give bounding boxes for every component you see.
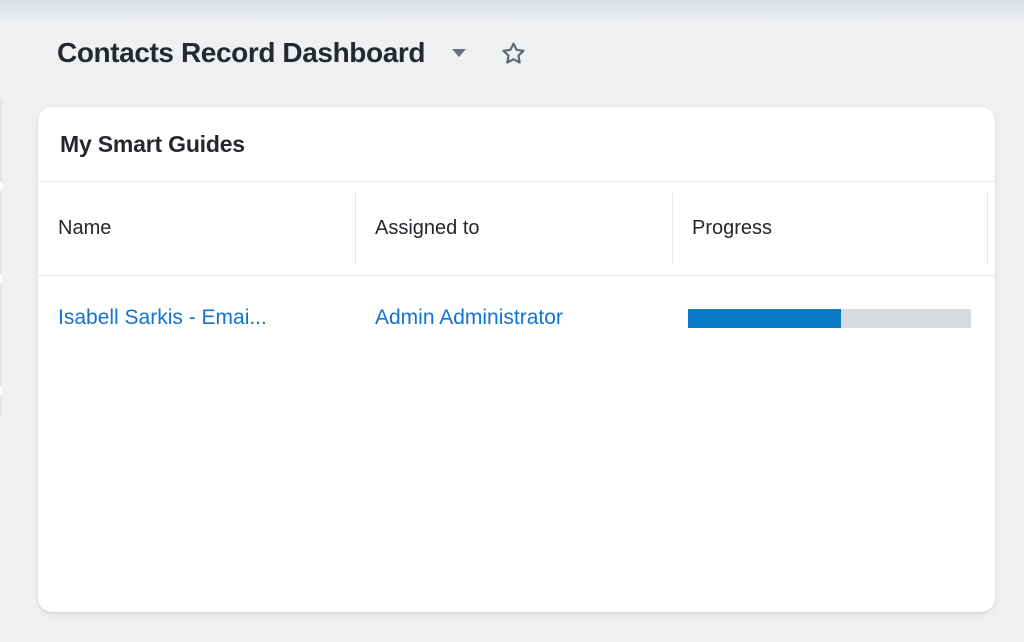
column-header-progress: Progress [692, 217, 773, 239]
chevron-down-icon [452, 49, 467, 57]
column-header-assigned-to: Assigned to [375, 217, 480, 239]
left-panel-edge [0, 98, 2, 416]
column-header-name: Name [58, 217, 112, 239]
dashboard-selector-dropdown[interactable] [451, 45, 467, 61]
cell-name: Isabell Sarkis - Emai... [38, 306, 355, 330]
assignee-link[interactable]: Admin Administrator [375, 306, 563, 329]
widget-header: My Smart Guides [38, 107, 995, 182]
cell-progress [672, 308, 987, 328]
column-divider [672, 193, 673, 265]
cell-assigned-to: Admin Administrator [355, 306, 672, 330]
guide-name-link[interactable]: Isabell Sarkis - Emai... [58, 306, 267, 329]
dashboard-header: Contacts Record Dashboard [57, 34, 527, 72]
progress-bar [688, 308, 971, 328]
progress-bar-fill [688, 308, 841, 328]
column-divider [355, 193, 356, 265]
smart-guides-widget: My Smart Guides Name Assigned to Progres… [38, 107, 995, 612]
table-header-row: Name Assigned to Progress [38, 182, 995, 276]
column-divider [987, 193, 988, 265]
favorite-star-button[interactable] [499, 39, 527, 67]
table-row: Isabell Sarkis - Emai... Admin Administr… [38, 276, 995, 360]
star-outline-icon [501, 42, 525, 64]
top-edge-shadow [0, 0, 1024, 24]
page-title: Contacts Record Dashboard [57, 37, 426, 68]
widget-title: My Smart Guides [60, 130, 245, 157]
